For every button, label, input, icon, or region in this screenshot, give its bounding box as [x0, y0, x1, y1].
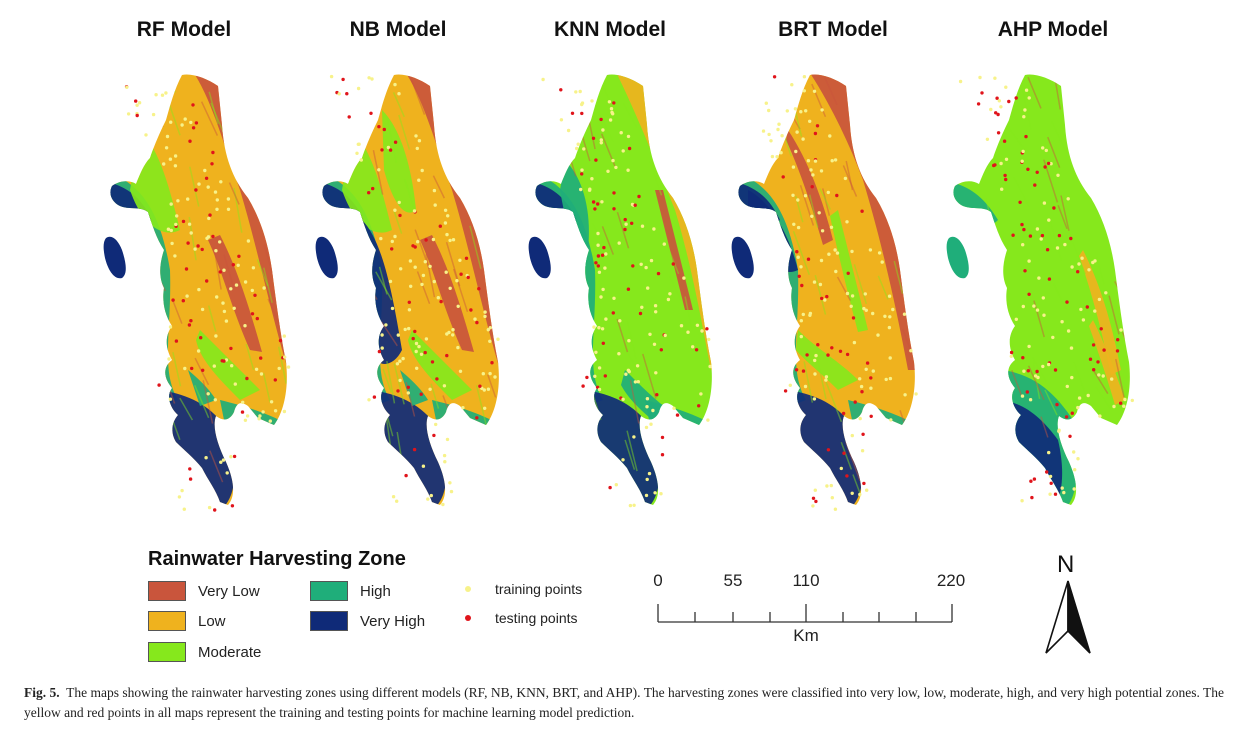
scale-label-110: 110	[792, 571, 820, 590]
legend-label-testing-points: testing points	[495, 610, 578, 626]
legend-item-low: Low	[148, 611, 226, 631]
figure-caption: Fig. 5. The maps showing the rainwater h…	[24, 683, 1224, 723]
legend-label-high: High	[360, 582, 391, 600]
map-title-brt: BRT Model	[778, 18, 888, 41]
legend-swatch-high	[310, 581, 348, 601]
scale-label-0: 0	[653, 571, 663, 590]
map-brt	[731, 74, 918, 511]
legend-label-low: Low	[198, 612, 226, 630]
map-title-rf: RF Model	[136, 18, 232, 41]
legend-title: Rainwater Harvesting Zone	[148, 548, 406, 570]
caption-label: Fig. 5.	[24, 685, 60, 700]
scale-label-220: 220	[936, 571, 966, 590]
scale-unit: Km	[793, 626, 819, 645]
legend-label-training-points: training points	[495, 581, 583, 597]
legend-swatch-very-low	[148, 581, 186, 601]
north-arrow-icon	[1045, 580, 1091, 654]
legend-swatch-low	[148, 611, 186, 631]
legend-item-very-high: Very High	[310, 611, 425, 631]
north-label: N	[1057, 551, 1075, 578]
caption-text: The maps showing the rainwater harvestin…	[24, 685, 1225, 720]
legend-item-testing-points: testing points	[465, 610, 578, 626]
legend-item-very-low: Very Low	[148, 581, 260, 601]
legend-item-high: High	[310, 581, 391, 601]
legend-item-training-points: training points	[465, 581, 582, 597]
map-nb	[315, 74, 500, 507]
map-title-nb: NB Model	[349, 18, 447, 41]
map-title-ahp: AHP Model	[997, 18, 1109, 41]
legend-swatch-moderate	[148, 642, 186, 662]
scale-label-55: 55	[723, 571, 743, 590]
legend-item-moderate: Moderate	[148, 642, 261, 662]
map-title-knn: KNN Model	[554, 18, 666, 41]
legend-label-very-high: Very High	[360, 612, 426, 630]
scale-bar	[657, 604, 953, 623]
map-knn	[528, 74, 712, 508]
map-rf	[103, 74, 291, 512]
testing-point-marker	[465, 615, 471, 621]
training-point-marker	[465, 586, 471, 592]
map-ahp	[946, 74, 1134, 505]
legend-label-very-low: Very Low	[198, 582, 260, 600]
legend-swatch-very-high	[310, 611, 348, 631]
legend-label-moderate: Moderate	[198, 643, 262, 661]
